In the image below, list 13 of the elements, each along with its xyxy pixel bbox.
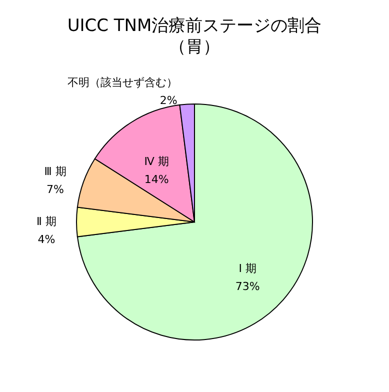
slice-label: Ⅳ 期 (144, 155, 169, 168)
data-label: 7% (46, 182, 64, 196)
data-label: 14% (144, 173, 169, 186)
data-label: 2% (160, 94, 178, 108)
slice-label: Ⅱ 期 (36, 215, 56, 228)
data-label: 4% (38, 233, 56, 246)
pie-slice (76, 104, 313, 340)
slice-label: Ⅰ 期 (238, 262, 256, 275)
data-label: 73% (235, 280, 260, 293)
chart-title: UICC TNM治療前ステージの割合 (67, 16, 322, 36)
slice-label: Ⅲ 期 (44, 164, 66, 178)
chart-subtitle: （胃） (169, 37, 220, 57)
slice-label: 不明（該当せず含む） (67, 76, 178, 90)
